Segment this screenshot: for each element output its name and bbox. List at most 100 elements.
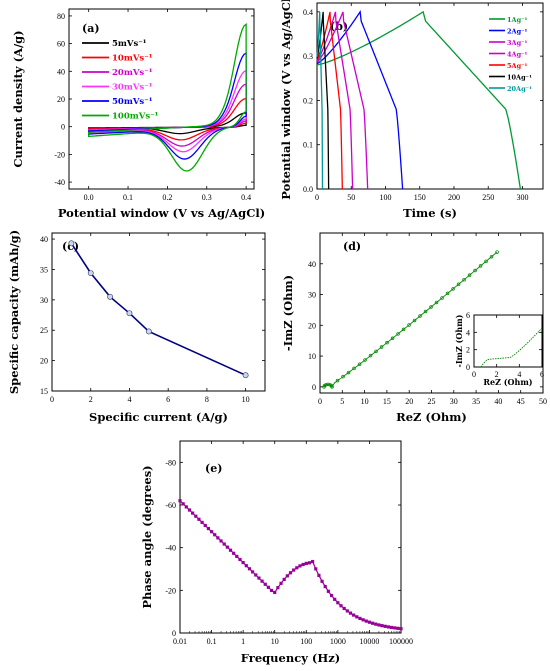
- phase-point: [225, 545, 229, 549]
- y-tick-label: -40: [165, 544, 176, 553]
- nyquist-point: [467, 273, 472, 277]
- y-axis-label: Phase angle (degrees): [140, 465, 154, 608]
- plot-frame: [51, 232, 266, 392]
- x-tick-label: 6: [166, 395, 170, 404]
- phase-point: [396, 626, 400, 630]
- phase-point: [288, 571, 293, 575]
- y-axis-label: Current density (A/g): [11, 30, 25, 167]
- nyquist-point: [484, 259, 488, 264]
- y-tick-label: -40: [54, 178, 65, 187]
- x-tick-label: 100: [300, 637, 312, 646]
- nyquist-point: [423, 309, 428, 314]
- nyquist-point: [368, 353, 373, 358]
- x-tick-label: 5: [340, 397, 344, 406]
- phase-point: [377, 623, 381, 627]
- phase-point: [235, 554, 239, 559]
- phase-point: [383, 624, 387, 628]
- phase-point: [329, 593, 334, 598]
- nyquist-point: [374, 349, 378, 354]
- x-axis-label: Specific current (A/g): [89, 410, 228, 424]
- phase-point: [317, 573, 321, 578]
- y-tick-label: 40: [308, 260, 316, 269]
- y-tick-label: 60: [57, 40, 65, 49]
- phase-point: [374, 622, 378, 626]
- phase-point: [361, 618, 365, 622]
- y-tick-label: 0.0: [303, 185, 313, 194]
- phase-point: [251, 570, 255, 574]
- gcd-series-line: [316, 11, 343, 190]
- legend-label: 100mVs⁻¹: [112, 112, 159, 122]
- nyquist-point: [363, 358, 367, 362]
- phase-point: [282, 577, 286, 581]
- phase-point: [266, 585, 270, 589]
- chart-b: 0 50 100 150 200 250 300 0.0 0.1 0.2 0.3 0.4 Time (s…: [279, 0, 544, 220]
- phase-point: [370, 621, 375, 625]
- phase-point: [184, 505, 188, 509]
- phase-point: [181, 502, 185, 506]
- nyquist-point: [379, 345, 384, 349]
- x-tick-label: 10: [361, 397, 369, 406]
- y-axis-label: -ImZ (Ohm): [281, 275, 295, 351]
- x-tick-label: 35: [472, 397, 480, 406]
- cv-series-line: [88, 23, 247, 172]
- y-tick-label: 0.3: [303, 52, 313, 61]
- nyquist-point: [357, 362, 362, 366]
- phase-point: [241, 561, 245, 565]
- phase-point: [336, 601, 340, 605]
- phase-point: [200, 520, 204, 524]
- y-tick-label: 0.4: [303, 8, 313, 17]
- nyquist-point: [473, 268, 477, 273]
- x-tick-label: 1000: [330, 637, 346, 646]
- gcd-series-line: [316, 11, 324, 190]
- y-tick-label: 20: [308, 321, 316, 330]
- phase-point: [279, 581, 283, 585]
- phase-point: [228, 548, 233, 552]
- y-tick-label: 30: [40, 296, 48, 305]
- x-tick-label: 6: [540, 370, 544, 379]
- panel-label: (d): [343, 240, 361, 253]
- phase-point: [232, 551, 236, 555]
- phase-line: [179, 500, 402, 630]
- nyquist-point: [440, 296, 444, 300]
- capacity-line: [70, 242, 246, 376]
- x-axis-label: Time (s): [403, 206, 457, 220]
- capacity-point: [242, 372, 249, 379]
- legend-label: 50mVs⁻¹: [112, 97, 153, 107]
- legend-label: 1Ag⁻¹: [507, 16, 528, 24]
- x-axis-label: ReZ (Ohm): [396, 410, 467, 424]
- legend-label: 20mVs⁻¹: [112, 68, 153, 78]
- x-tick-label: 0.01: [173, 637, 187, 646]
- x-tick-label: 0.1: [123, 193, 133, 202]
- x-tick-label: 50: [347, 193, 355, 202]
- inset-x-label: ReZ (Ohm): [483, 377, 532, 387]
- gcd-series-line: [316, 10, 404, 190]
- x-tick-label: 0.0: [84, 193, 94, 202]
- nyquist-point: [346, 370, 351, 375]
- phase-point: [352, 613, 356, 617]
- y-tick-label: -20: [54, 150, 65, 159]
- chart-c: 0 2 4 6 8 10 15 20 25 30 35 40 Specific current (A/g…: [7, 230, 266, 424]
- phase-point: [203, 523, 207, 528]
- legend-label: 5Ag⁻¹: [507, 62, 528, 70]
- legend-label: 30mVs⁻¹: [112, 83, 153, 93]
- nyquist-point: [335, 378, 340, 383]
- y-axis-label: Potential window (V vs Ag/AgCl): [279, 0, 293, 200]
- phase-point: [304, 561, 308, 566]
- x-axis-label: Frequency (Hz): [241, 651, 340, 665]
- phase-point: [209, 530, 214, 534]
- y-tick-label: 15: [40, 387, 48, 396]
- capacity-point: [126, 310, 133, 317]
- x-tick-label: 45: [517, 397, 525, 406]
- y-tick-label: 20: [40, 357, 48, 366]
- nyquist-point: [451, 287, 455, 291]
- y-tick-label: 30: [308, 291, 316, 300]
- nyquist-point: [489, 254, 494, 259]
- y-tick-label: 0: [466, 363, 470, 372]
- phase-point: [260, 579, 264, 583]
- x-tick-label: 4: [127, 395, 131, 404]
- x-tick-label: 2: [495, 370, 499, 379]
- phase-point: [314, 567, 318, 571]
- phase-point: [399, 627, 403, 631]
- x-tick-label: 0: [318, 397, 322, 406]
